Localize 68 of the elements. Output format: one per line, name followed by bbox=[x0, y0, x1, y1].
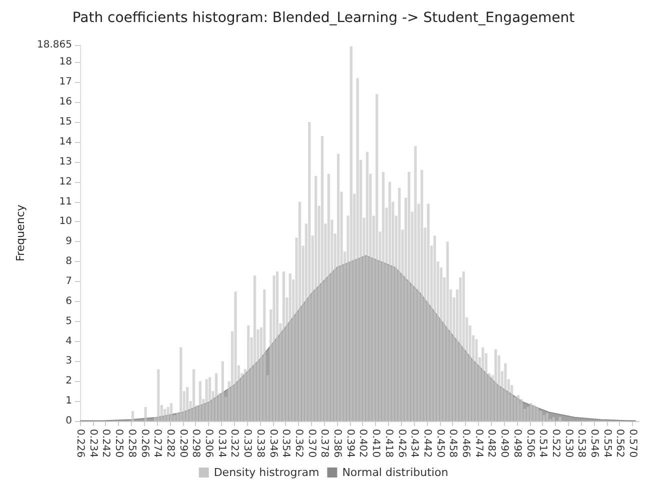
legend-label: Normal distribution bbox=[342, 466, 448, 479]
x-tick-label: 0.402 bbox=[357, 429, 368, 458]
y-tick-label: 5 bbox=[66, 316, 72, 327]
y-tick-label: 10 bbox=[59, 216, 72, 228]
x-tick-label: 0.378 bbox=[318, 429, 330, 458]
x-tick-label: 0.354 bbox=[280, 429, 292, 458]
x-tick-label: 0.410 bbox=[370, 429, 382, 458]
x-tick-label: 0.562 bbox=[614, 429, 626, 458]
y-tick-label: 18.865 bbox=[37, 40, 72, 50]
x-tick-label: 0.506 bbox=[524, 429, 536, 458]
y-tick-label: 14 bbox=[59, 136, 72, 148]
y-tick-label: 4 bbox=[66, 336, 72, 347]
x-tick-label: 0.530 bbox=[562, 429, 574, 458]
x-tick-label: 0.290 bbox=[177, 429, 188, 458]
x-tick-label: 0.554 bbox=[601, 429, 612, 458]
y-tick-label: 18 bbox=[59, 56, 72, 68]
y-tick-label: 9 bbox=[66, 236, 72, 248]
x-tick-label: 0.490 bbox=[498, 429, 510, 458]
x-tick-label: 0.306 bbox=[203, 429, 214, 458]
x-tick-label: 0.458 bbox=[447, 429, 458, 458]
x-tick-label: 0.442 bbox=[421, 429, 432, 458]
x-tick-label: 0.322 bbox=[228, 429, 240, 458]
x-tick-label: 0.394 bbox=[344, 429, 356, 458]
y-tick-label: 15 bbox=[59, 116, 72, 128]
x-tick-label: 0.242 bbox=[100, 429, 112, 458]
x-tick-label: 0.346 bbox=[267, 429, 278, 458]
x-tick-label: 0.474 bbox=[472, 429, 484, 458]
y-tick-label: 1 bbox=[66, 396, 72, 407]
x-tick-label: 0.466 bbox=[460, 429, 472, 458]
y-tick-label: 6 bbox=[66, 296, 72, 307]
x-tick-label: 0.298 bbox=[190, 429, 202, 458]
x-tick-label: 0.266 bbox=[138, 429, 150, 458]
y-tick-label: 17 bbox=[59, 76, 72, 88]
x-tick-label: 0.226 bbox=[74, 429, 86, 458]
legend-label: Density histrogram bbox=[214, 466, 320, 479]
x-tick-label: 0.450 bbox=[434, 429, 446, 458]
x-tick-label: 0.282 bbox=[164, 429, 176, 458]
y-tick-label: 7 bbox=[66, 276, 72, 287]
y-tick-label: 16 bbox=[59, 96, 72, 108]
chart-title: Path coefficients histogram: Blended_Learning -> Student_Engagement bbox=[72, 10, 576, 26]
x-tick-label: 0.570 bbox=[627, 429, 638, 458]
y-axis-title: Frequency bbox=[14, 204, 28, 262]
y-tick-label: 8 bbox=[66, 256, 72, 268]
x-tick-label: 0.434 bbox=[408, 429, 420, 458]
x-tick-label: 0.314 bbox=[216, 429, 227, 458]
x-tick-label: 0.338 bbox=[254, 429, 266, 458]
x-tick-label: 0.426 bbox=[396, 429, 407, 458]
x-tick-label: 0.498 bbox=[511, 429, 522, 458]
y-tick-label: 0 bbox=[66, 416, 72, 426]
y-tick-label: 13 bbox=[59, 156, 72, 168]
x-tick-label: 0.514 bbox=[537, 429, 548, 458]
x-tick-label: 0.482 bbox=[486, 429, 497, 458]
x-tick-label: 0.258 bbox=[126, 429, 137, 458]
x-tick-label: 0.370 bbox=[306, 429, 317, 458]
x-tick-label: 0.522 bbox=[550, 429, 561, 458]
x-tick-label: 0.274 bbox=[152, 429, 163, 458]
y-tick-label: 12 bbox=[59, 176, 72, 188]
x-tick-label: 0.546 bbox=[588, 429, 600, 458]
x-tick-label: 0.538 bbox=[576, 429, 587, 458]
x-tick-label: 0.418 bbox=[382, 429, 394, 458]
y-tick-label: 3 bbox=[66, 356, 72, 367]
x-tick-label: 0.362 bbox=[292, 429, 304, 458]
x-tick-label: 0.330 bbox=[242, 429, 253, 458]
y-tick-label: 11 bbox=[59, 196, 72, 208]
y-tick-label: 2 bbox=[66, 376, 72, 387]
x-tick-label: 0.250 bbox=[113, 429, 124, 458]
x-tick-label: 0.386 bbox=[332, 429, 343, 458]
x-tick-label: 0.234 bbox=[87, 429, 98, 458]
